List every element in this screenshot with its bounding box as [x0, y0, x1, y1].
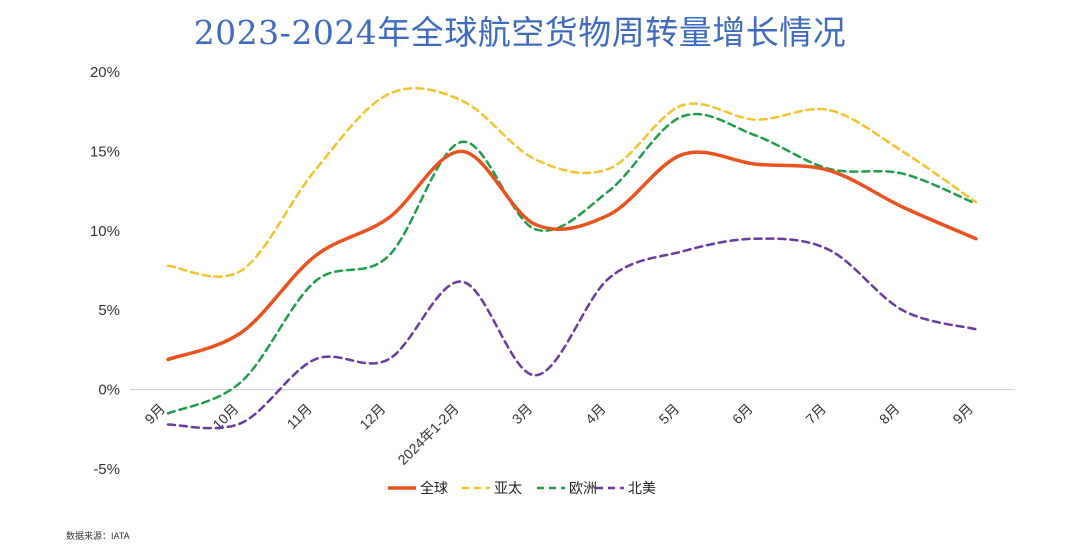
series-layer: [166, 87, 978, 430]
x-tick-label: 12月: [356, 400, 388, 432]
legend: 全球 亚太 欧洲 北美: [388, 480, 656, 496]
y-tick-label: 10%: [90, 223, 120, 240]
x-tick-label: 4月: [582, 400, 609, 427]
x-tick-label: 11月: [284, 400, 315, 431]
legend-label: 北美: [628, 480, 656, 496]
x-tick-label: 6月: [729, 400, 756, 427]
series-line-0: [166, 149, 978, 362]
series-line-3: [166, 237, 978, 430]
x-tick-label: 9月: [949, 400, 976, 427]
x-tick-label: 9月: [141, 400, 168, 427]
axis-layer: 20% 15% 10% 5% 0% -5% 9月 10月 11月 12月 2024年1-2月 3月 4月…: [90, 64, 1015, 478]
x-tick-label: 7月: [802, 400, 829, 427]
legend-label: 全球: [420, 480, 448, 496]
y-tick-label: 0%: [98, 382, 120, 399]
legend-label: 欧洲: [569, 480, 597, 496]
chart-title: 2023-2024年全球航空货物周转量增长情况: [193, 13, 847, 52]
x-tick-label: 8月: [876, 400, 903, 427]
x-tick-label: 2024年1-2月: [394, 400, 461, 467]
source-note: 数据来源：IATA: [66, 531, 130, 541]
series-line-2: [166, 112, 978, 415]
y-tick-label: 20%: [90, 64, 120, 81]
series-line-1: [166, 87, 978, 278]
x-tick-label: 3月: [509, 400, 536, 427]
x-tick-label: 5月: [656, 400, 683, 427]
x-tick-label: 10月: [209, 400, 241, 432]
legend-label: 亚太: [494, 480, 522, 496]
y-tick-label: -5%: [93, 461, 120, 478]
y-tick-label: 15%: [90, 143, 120, 160]
y-tick-label: 5%: [98, 302, 120, 319]
